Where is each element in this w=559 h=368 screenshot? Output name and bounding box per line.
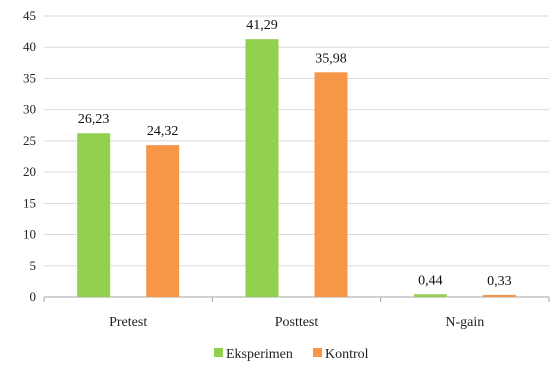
bar-eksperimen-n-gain [413, 294, 447, 297]
y-tick-label: 30 [23, 102, 36, 117]
y-tick-label: 15 [23, 195, 36, 210]
legend-label-eksperimen: Eksperimen [226, 347, 293, 362]
y-tick-label: 40 [23, 39, 36, 54]
y-tick-label: 10 [23, 227, 36, 242]
bar-kontrol-posttest [314, 72, 348, 297]
legend-label-kontrol: Kontrol [325, 347, 369, 362]
x-category-label: Posttest [275, 315, 319, 330]
y-tick-label: 45 [23, 8, 36, 23]
bar-kontrol-pretest [146, 145, 180, 297]
y-tick-label: 35 [23, 70, 36, 85]
x-category-label: Pretest [109, 315, 147, 330]
data-label: 0,33 [487, 274, 512, 289]
data-label: 24,32 [147, 124, 179, 139]
data-label: 35,98 [315, 51, 347, 66]
y-tick-label: 25 [23, 133, 36, 148]
y-tick-label: 5 [30, 258, 37, 273]
data-label: 0,44 [418, 273, 443, 288]
legend-swatch-kontrol [313, 348, 322, 357]
legend-swatch-eksperimen [214, 348, 223, 357]
data-label: 26,23 [78, 112, 110, 127]
data-label: 41,29 [246, 18, 278, 33]
bar-eksperimen-posttest [245, 39, 279, 297]
x-category-label: N-gain [445, 315, 484, 330]
bar-kontrol-n-gain [482, 294, 516, 297]
bar-eksperimen-pretest [77, 133, 111, 297]
y-tick-label: 20 [23, 164, 36, 179]
y-tick-label: 0 [30, 289, 37, 304]
